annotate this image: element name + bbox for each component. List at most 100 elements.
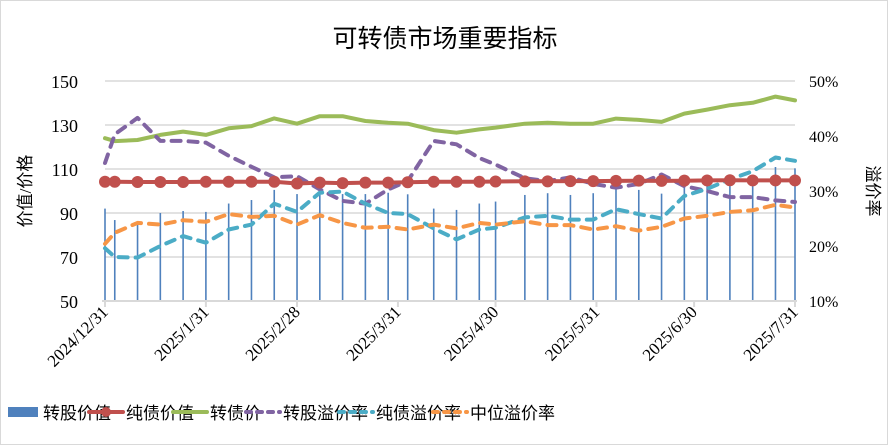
bar-zhuangu-value [319,191,321,301]
x-tick-label: 2025/2/28 [242,302,304,364]
x-tick-label: 2025/1/31 [151,302,213,364]
bar-zhuangu-value [227,203,230,301]
data-point-marker [450,175,463,188]
x-tick-label: 2025/4/30 [440,302,502,364]
y-axis-left-label: 价值/价格 [16,155,35,228]
data-point-marker [359,176,372,189]
bar-zhuangu-value [524,194,526,301]
data-point-marker [108,175,121,188]
bar-zhuangu-value [432,208,435,301]
legend-swatch [8,407,38,417]
data-point-marker [336,177,349,190]
data-point-marker [199,175,212,188]
x-tick-label: 2025/3/31 [343,302,405,364]
bar-zhuangu-value [774,167,777,301]
data-point-marker [401,176,414,189]
bar-zhuangu-value [250,200,253,301]
y-tick-label-right: 50% [809,74,838,91]
data-point-marker [131,175,144,188]
bar-zhuangu-value [182,211,184,301]
data-point-marker [541,175,554,188]
bar-zhuangu-value [387,192,389,301]
y-tick-label-right: 10% [809,294,838,311]
data-point-marker [313,176,326,189]
data-point-marker [154,175,167,188]
bar-zhuangu-value [205,211,207,301]
bar-zhuangu-value [159,213,162,301]
legend-label: 中位溢价率 [470,404,555,423]
bar-zhuangu-value [794,168,796,301]
y-tick-label-left: 150 [51,72,78,92]
y-tick-label-left: 90 [60,204,78,224]
series-line-2 [103,94,797,144]
data-point-marker [655,174,668,187]
legend-label: 转股价值 [43,404,111,423]
data-point-marker [723,174,736,187]
data-point-marker [473,175,486,188]
x-tick-label: 2025/5/31 [541,302,603,364]
bar-zhuangu-value [455,209,458,301]
data-point-marker [587,175,600,188]
legend-label: 纯债价值 [126,404,194,423]
bar-zhuangu-value [751,182,754,301]
bar-zhuangu-value [615,187,617,301]
y-tick-label-left: 50 [60,292,78,312]
bar-zhuangu-value [273,189,276,301]
y-axis-right-label: 溢价率 [863,166,882,217]
legend-item: 中位溢价率 [431,404,555,423]
data-point-marker [427,175,440,188]
data-point-marker [564,175,577,188]
data-point-marker [632,174,645,187]
data-point-marker [245,175,258,188]
y-tick-label-left: 110 [52,160,78,180]
legend-label: 转债价 [210,404,261,423]
bar-zhuangu-value [637,189,640,301]
data-point-marker [382,176,395,189]
y-tick-label-right: 40% [809,129,838,146]
legend-item: 转股价值 [8,404,111,423]
bar-zhuangu-value [406,194,409,301]
bar-zhuangu-value [113,220,116,301]
y-tick-label-left: 70 [60,248,78,268]
bar-zhuangu-value [683,184,686,301]
bar-zhuangu-value [296,194,298,301]
series-line-5 [103,202,797,246]
legend-item: 纯债价值 [87,404,194,423]
bar-zhuangu-value [341,194,344,301]
data-point-marker [701,174,714,187]
data-point-marker [609,174,622,187]
bar-zhuangu-value [660,193,663,301]
x-tick-label: 2024/12/31 [44,302,112,370]
chart-title: 可转债市场重要指标 [332,25,557,53]
y-tick-label-right: 20% [809,239,838,256]
bar-zhuangu-value [569,194,572,301]
bar-zhuangu-value [706,179,708,301]
data-point-marker [268,175,281,188]
data-point-marker [518,175,531,188]
series-line-4 [103,155,797,260]
data-point-marker [99,175,111,188]
bar-zhuangu-value [494,201,497,301]
data-point-marker [177,175,190,188]
bar-zhuangu-value [104,208,106,301]
y-tick-label-left: 130 [51,116,78,136]
data-point-marker [678,174,691,187]
bar-zhuangu-value [592,193,595,301]
bar-zhuangu-value [478,203,481,301]
legend-item: 纯债溢价率 [337,404,461,423]
bar-zhuangu-value [546,193,549,301]
legend-label: 纯债溢价率 [376,404,461,423]
legend-label: 转股溢价率 [283,404,368,423]
data-point-marker [789,174,801,187]
data-point-marker [769,174,782,187]
bar-zhuangu-value [136,224,139,301]
legend-item: 转股溢价率 [244,404,368,423]
y-tick-label-right: 30% [809,184,838,201]
data-point-marker [222,175,235,188]
data-point-marker [291,177,304,190]
legend-item: 转债价 [171,404,261,423]
data-point-marker [746,174,759,187]
legend-marker [101,407,111,417]
x-tick-label: 2025/7/31 [740,302,802,364]
